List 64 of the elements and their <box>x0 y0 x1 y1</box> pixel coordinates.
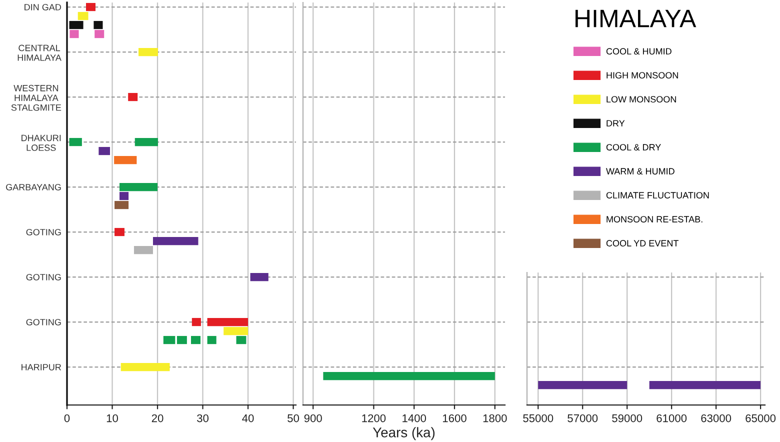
x-tick-label: 59000 <box>612 414 642 422</box>
legend-label: COOL YD EVENT <box>606 240 679 246</box>
bar <box>128 92 138 102</box>
x-tick-label: 900 <box>304 414 322 422</box>
legend-label: WARM & HUMID <box>606 168 674 174</box>
y-tick-label: GOTING <box>26 274 61 280</box>
x-tick-label: 55000 <box>523 414 554 422</box>
x-tick-label: 20 <box>152 414 164 422</box>
x-tick-label: 1800 <box>483 414 507 422</box>
x-tick-label: 0 <box>64 414 70 422</box>
legend-label: MONSOON RE-ESTAB. <box>606 216 702 222</box>
bar <box>152 236 198 246</box>
x-tick-label: 57000 <box>568 414 598 422</box>
bar <box>120 182 158 192</box>
x-tick-label: 65000 <box>746 414 776 422</box>
bar <box>120 362 170 372</box>
x-tick-label: 40 <box>242 414 254 422</box>
bar <box>250 272 268 282</box>
x-tick-label: 1600 <box>442 414 466 422</box>
bar <box>207 318 248 326</box>
bar <box>98 146 110 156</box>
bar <box>138 48 158 56</box>
bar <box>163 336 176 344</box>
legend-label: DRY <box>606 120 625 126</box>
y-tick-label: DIN GAD <box>24 4 62 10</box>
bar <box>114 200 129 210</box>
bar <box>114 156 137 164</box>
bar <box>192 318 201 326</box>
bar <box>224 326 248 336</box>
y-tick-label: GOTING <box>26 318 61 326</box>
bar <box>69 138 82 146</box>
x-tick-label: 1400 <box>402 414 426 422</box>
y-tick-label: WESTERN HIMALAYA STALGMITE <box>11 84 62 111</box>
legend-title: HIMALAYA <box>576 10 696 28</box>
y-tick-label: CENTRAL HIMALAYA <box>18 44 62 61</box>
x-tick-label: 61000 <box>656 414 687 422</box>
bar <box>134 138 158 146</box>
x-tick-label: 30 <box>197 414 209 422</box>
bar <box>114 228 124 236</box>
x-tick-label: 1200 <box>362 414 386 422</box>
legend-label: LOW MONSOON <box>606 96 676 103</box>
bar <box>191 336 201 344</box>
bar <box>236 336 246 344</box>
bar <box>120 192 129 200</box>
y-tick-label: DHAKURI LOESS <box>22 134 61 151</box>
x-tick-label: 10 <box>106 414 118 422</box>
x-tick-label: 50 <box>288 414 300 422</box>
y-tick-label: GOTING <box>26 228 61 236</box>
legend-label: COOL & DRY <box>606 144 661 150</box>
x-tick-label: 63000 <box>701 414 732 422</box>
bar <box>86 2 96 12</box>
bar <box>78 12 88 20</box>
legend-label: COOL & HUMID <box>606 48 672 55</box>
y-tick-label: HARIPUR <box>22 364 62 370</box>
legend-label: HIGH MONSOON <box>606 72 678 79</box>
bar <box>176 336 187 344</box>
x-axis-title: Years (ka) <box>372 427 435 440</box>
bar <box>94 30 104 38</box>
bar <box>134 246 153 254</box>
y-tick-label: GARBAYANG <box>6 184 61 190</box>
bar <box>94 20 103 30</box>
legend-label: CLIMATE FLUCTUATION <box>606 192 709 198</box>
bar <box>207 336 216 344</box>
bar <box>70 30 79 38</box>
